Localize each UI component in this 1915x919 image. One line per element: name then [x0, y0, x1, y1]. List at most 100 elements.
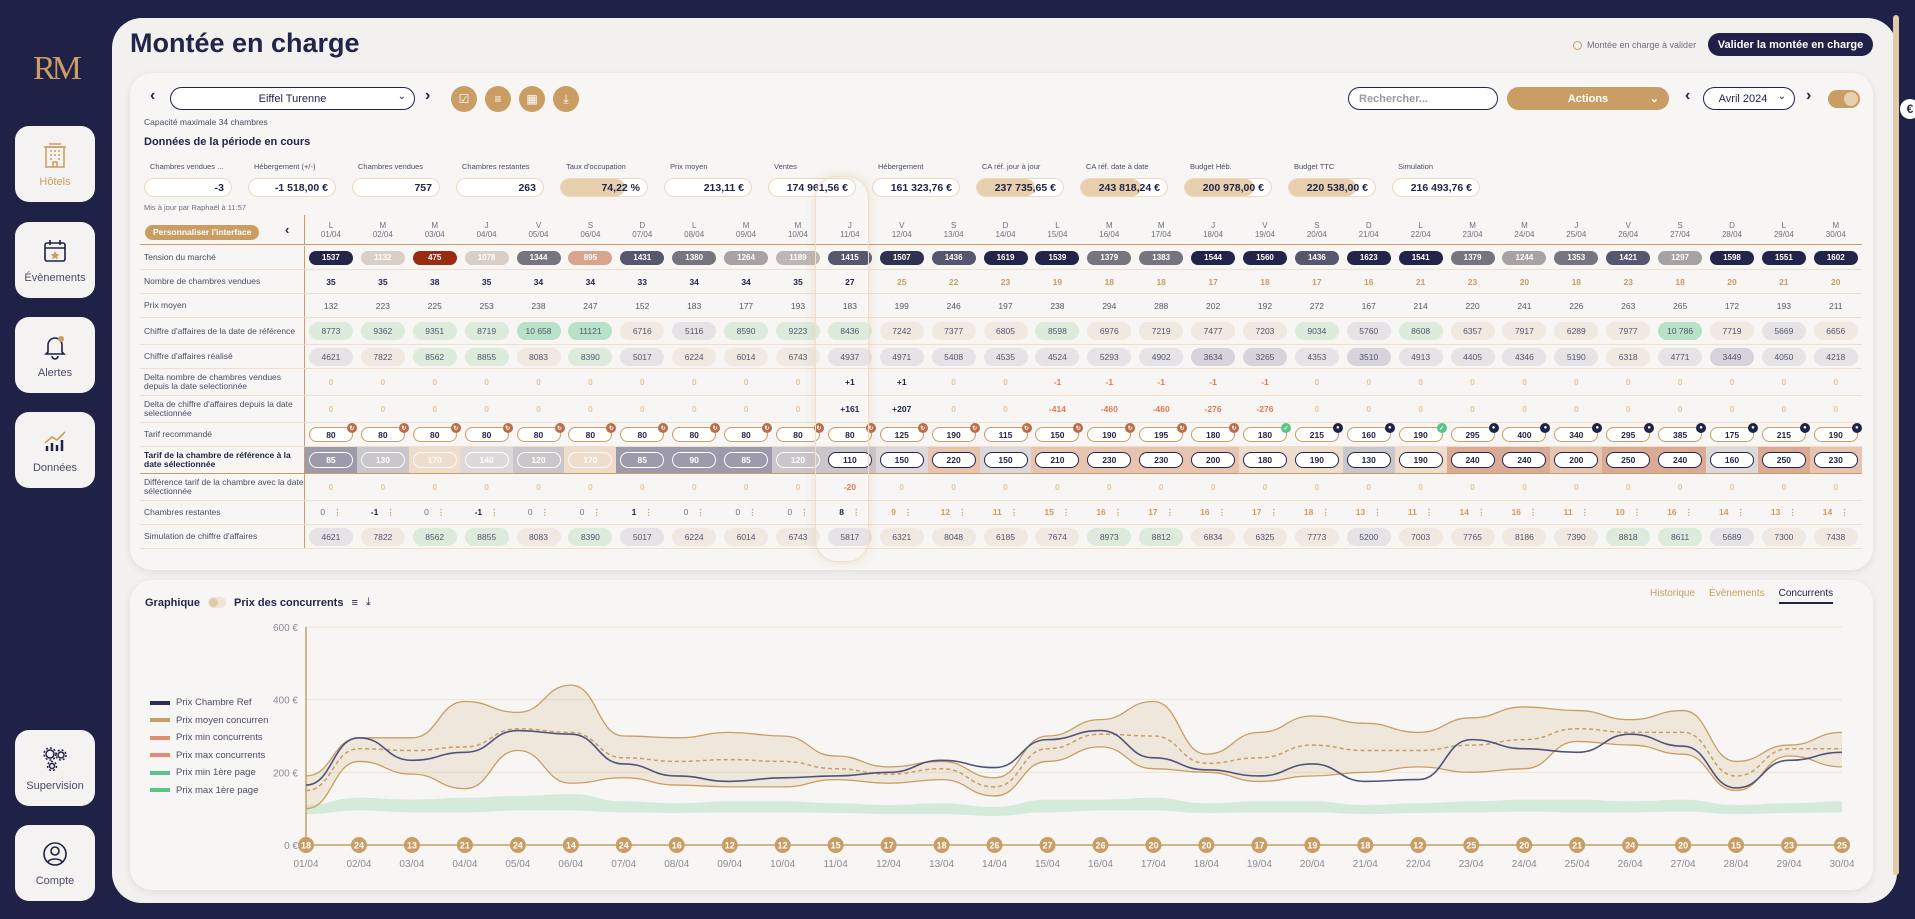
- recommended-rate[interactable]: 180 ✓: [1242, 423, 1291, 442]
- next-hotel-icon[interactable]: ›: [425, 87, 431, 104]
- more-options-icon[interactable]: ⋮: [800, 507, 809, 517]
- day-header[interactable]: L 01/04: [305, 215, 357, 244]
- kpi-value-field[interactable]: 200 978,00 €: [1184, 178, 1272, 197]
- availability-marker[interactable]: [562, 837, 579, 853]
- recommended-rate[interactable]: 195 ↻: [1139, 423, 1188, 442]
- day-header[interactable]: V 05/04: [513, 215, 565, 244]
- refresh-icon[interactable]: ↻: [865, 423, 876, 433]
- day-header[interactable]: M 09/04: [720, 215, 772, 244]
- availability-marker[interactable]: [1622, 837, 1639, 853]
- availability-marker[interactable]: [1145, 837, 1162, 853]
- refresh-icon[interactable]: ↻: [554, 423, 565, 433]
- availability-marker[interactable]: [774, 837, 791, 853]
- day-header[interactable]: M 10/04: [772, 215, 824, 244]
- recommended-rate[interactable]: 80 ↻: [775, 423, 824, 442]
- recommended-rate[interactable]: 150 ↻: [1035, 423, 1084, 442]
- more-options-icon[interactable]: ⋮: [386, 507, 395, 517]
- refresh-icon[interactable]: ↻: [346, 423, 357, 433]
- recommended-rate[interactable]: 400 ●: [1502, 423, 1551, 442]
- chart-toggle[interactable]: [208, 597, 227, 608]
- kpi-value-field[interactable]: -3: [144, 178, 232, 197]
- availability-marker[interactable]: [933, 837, 950, 853]
- availability-marker[interactable]: [350, 837, 367, 853]
- day-header[interactable]: M 03/04: [409, 215, 461, 244]
- availability-marker[interactable]: [1728, 837, 1745, 853]
- recommended-rate[interactable]: 160 ●: [1346, 423, 1395, 442]
- reference-rate-input[interactable]: 240: [1502, 452, 1547, 468]
- reference-rate-input[interactable]: 180: [1242, 452, 1287, 468]
- recommended-rate[interactable]: 115 ↻: [983, 423, 1032, 442]
- reference-rate-input[interactable]: 200: [1191, 452, 1236, 468]
- reference-rate-input[interactable]: 230: [1139, 452, 1184, 468]
- recommended-rate[interactable]: 190 ✓: [1398, 423, 1447, 442]
- locked-icon[interactable]: ●: [1592, 423, 1603, 433]
- recommended-rate[interactable]: 80 ↻: [620, 423, 669, 442]
- recommended-rate[interactable]: 80 ↻: [308, 423, 357, 442]
- more-options-icon[interactable]: ⋮: [1684, 507, 1694, 517]
- more-options-icon[interactable]: ⋮: [1477, 507, 1486, 517]
- reference-rate-input[interactable]: 120: [516, 452, 561, 468]
- legend-item[interactable]: Prix Chambre Ref: [150, 694, 268, 712]
- recommended-rate[interactable]: 80 ↻: [672, 423, 721, 442]
- kpi-value-field[interactable]: 216 493,76 €: [1392, 178, 1480, 197]
- day-header[interactable]: S 27/04: [1654, 215, 1706, 244]
- more-options-icon[interactable]: ⋮: [696, 507, 705, 517]
- day-header[interactable]: V 26/04: [1602, 215, 1654, 244]
- day-header[interactable]: J 18/04: [1187, 215, 1239, 244]
- sliders-icon[interactable]: ≡: [351, 596, 358, 609]
- more-options-icon[interactable]: ⋮: [644, 507, 653, 517]
- more-options-icon[interactable]: ⋮: [1165, 507, 1175, 517]
- hotel-select[interactable]: Eiffel Turenne ⌄: [170, 87, 415, 110]
- reference-rate-input[interactable]: 85: [308, 452, 353, 468]
- download-icon[interactable]: ⤓: [365, 596, 371, 608]
- validated-icon[interactable]: ✓: [1280, 423, 1291, 433]
- more-options-icon[interactable]: ⋮: [490, 507, 499, 517]
- recommended-rate[interactable]: 385 ●: [1658, 423, 1707, 442]
- day-header[interactable]: M 23/04: [1447, 215, 1499, 244]
- recommended-rate[interactable]: 80 ↻: [516, 423, 565, 442]
- recommended-rate[interactable]: 190 ↻: [1087, 423, 1136, 442]
- more-options-icon[interactable]: ⋮: [1736, 507, 1745, 517]
- more-options-icon[interactable]: ⋮: [851, 507, 861, 517]
- recommended-rate[interactable]: 295 ●: [1450, 423, 1499, 442]
- day-header[interactable]: M 16/04: [1083, 215, 1135, 244]
- day-header[interactable]: M 24/04: [1498, 215, 1550, 244]
- legend-item[interactable]: Prix moyen concurren: [150, 712, 268, 730]
- validate-doc-button[interactable]: ☑: [451, 86, 477, 112]
- more-options-icon[interactable]: ⋮: [748, 507, 757, 517]
- availability-marker[interactable]: [1251, 837, 1268, 853]
- day-header[interactable]: S 20/04: [1291, 215, 1343, 244]
- reference-rate-input[interactable]: 210: [1035, 452, 1080, 468]
- settings-sliders-button[interactable]: ≡: [485, 86, 511, 112]
- reference-rate-input[interactable]: 250: [1761, 452, 1806, 468]
- kpi-value-field[interactable]: 263: [456, 178, 544, 197]
- more-options-icon[interactable]: ⋮: [592, 507, 602, 517]
- day-header[interactable]: L 29/04: [1758, 215, 1810, 244]
- availability-marker[interactable]: [1834, 837, 1850, 853]
- refresh-icon[interactable]: ↻: [762, 423, 773, 433]
- locked-icon[interactable]: ●: [1540, 423, 1551, 433]
- kpi-value-field[interactable]: 220 538,00 €: [1288, 178, 1376, 197]
- recommended-rate[interactable]: 175 ●: [1709, 423, 1758, 442]
- refresh-icon[interactable]: ↻: [1177, 423, 1188, 433]
- kpi-value-field[interactable]: -1 518,00 €: [248, 178, 336, 197]
- kpi-value-field[interactable]: 243 818,24 €: [1080, 178, 1168, 197]
- sidebar-item-events[interactable]: Évènements: [15, 222, 95, 298]
- availability-marker[interactable]: [1463, 837, 1480, 853]
- refresh-icon[interactable]: ↻: [1229, 423, 1240, 433]
- availability-marker[interactable]: [721, 837, 738, 853]
- refresh-icon[interactable]: ↻: [1073, 423, 1084, 433]
- more-options-icon[interactable]: ⋮: [1009, 507, 1019, 517]
- validate-button[interactable]: Valider la montée en charge: [1708, 33, 1873, 56]
- collapse-icon[interactable]: ‹: [285, 222, 290, 237]
- download-button[interactable]: ⤓: [553, 86, 579, 112]
- refresh-icon[interactable]: ↻: [1021, 423, 1032, 433]
- more-options-icon[interactable]: ⋮: [1269, 507, 1278, 517]
- prev-month-icon[interactable]: ‹: [1685, 87, 1691, 104]
- reference-rate-input[interactable]: 230: [1813, 452, 1858, 468]
- day-header[interactable]: L 15/04: [1031, 215, 1083, 244]
- more-options-icon[interactable]: ⋮: [1580, 507, 1590, 517]
- more-options-icon[interactable]: ⋮: [1061, 507, 1071, 517]
- reference-rate-input[interactable]: 160: [1709, 452, 1754, 468]
- day-header[interactable]: L 08/04: [668, 215, 720, 244]
